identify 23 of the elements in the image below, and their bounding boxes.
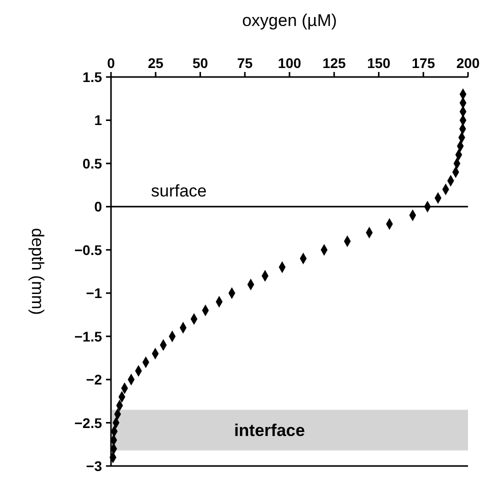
ref-line-label: surface [151,182,207,201]
x-tick-label: 0 [107,55,116,71]
x-tick-label: 150 [367,55,391,71]
y-tick-label: 1 [94,112,102,128]
y-tick-label: 0.5 [82,155,102,172]
y-tick-label: −0.5 [74,242,102,258]
y-axis-title: depth (mm) [28,228,47,315]
x-tick-label: 25 [148,55,164,71]
y-tick-label: −2.5 [74,414,102,431]
x-axis-title: oxygen (µM) [242,11,337,30]
band-label: interface [234,421,305,440]
x-tick-label: 75 [237,55,253,71]
y-tick-label: −1 [86,285,102,302]
y-tick-label: −1.5 [74,328,102,344]
x-tick-label: 100 [278,55,302,71]
y-tick-label: −2 [86,372,102,388]
y-tick-label: 0 [94,198,102,215]
x-tick-label: 200 [456,55,480,71]
y-tick-label: −3 [86,458,102,474]
x-tick-label: 125 [322,55,346,71]
x-tick-label: 175 [412,55,436,71]
x-tick-label: 50 [192,55,208,71]
y-tick-label: 1.5 [82,69,102,85]
